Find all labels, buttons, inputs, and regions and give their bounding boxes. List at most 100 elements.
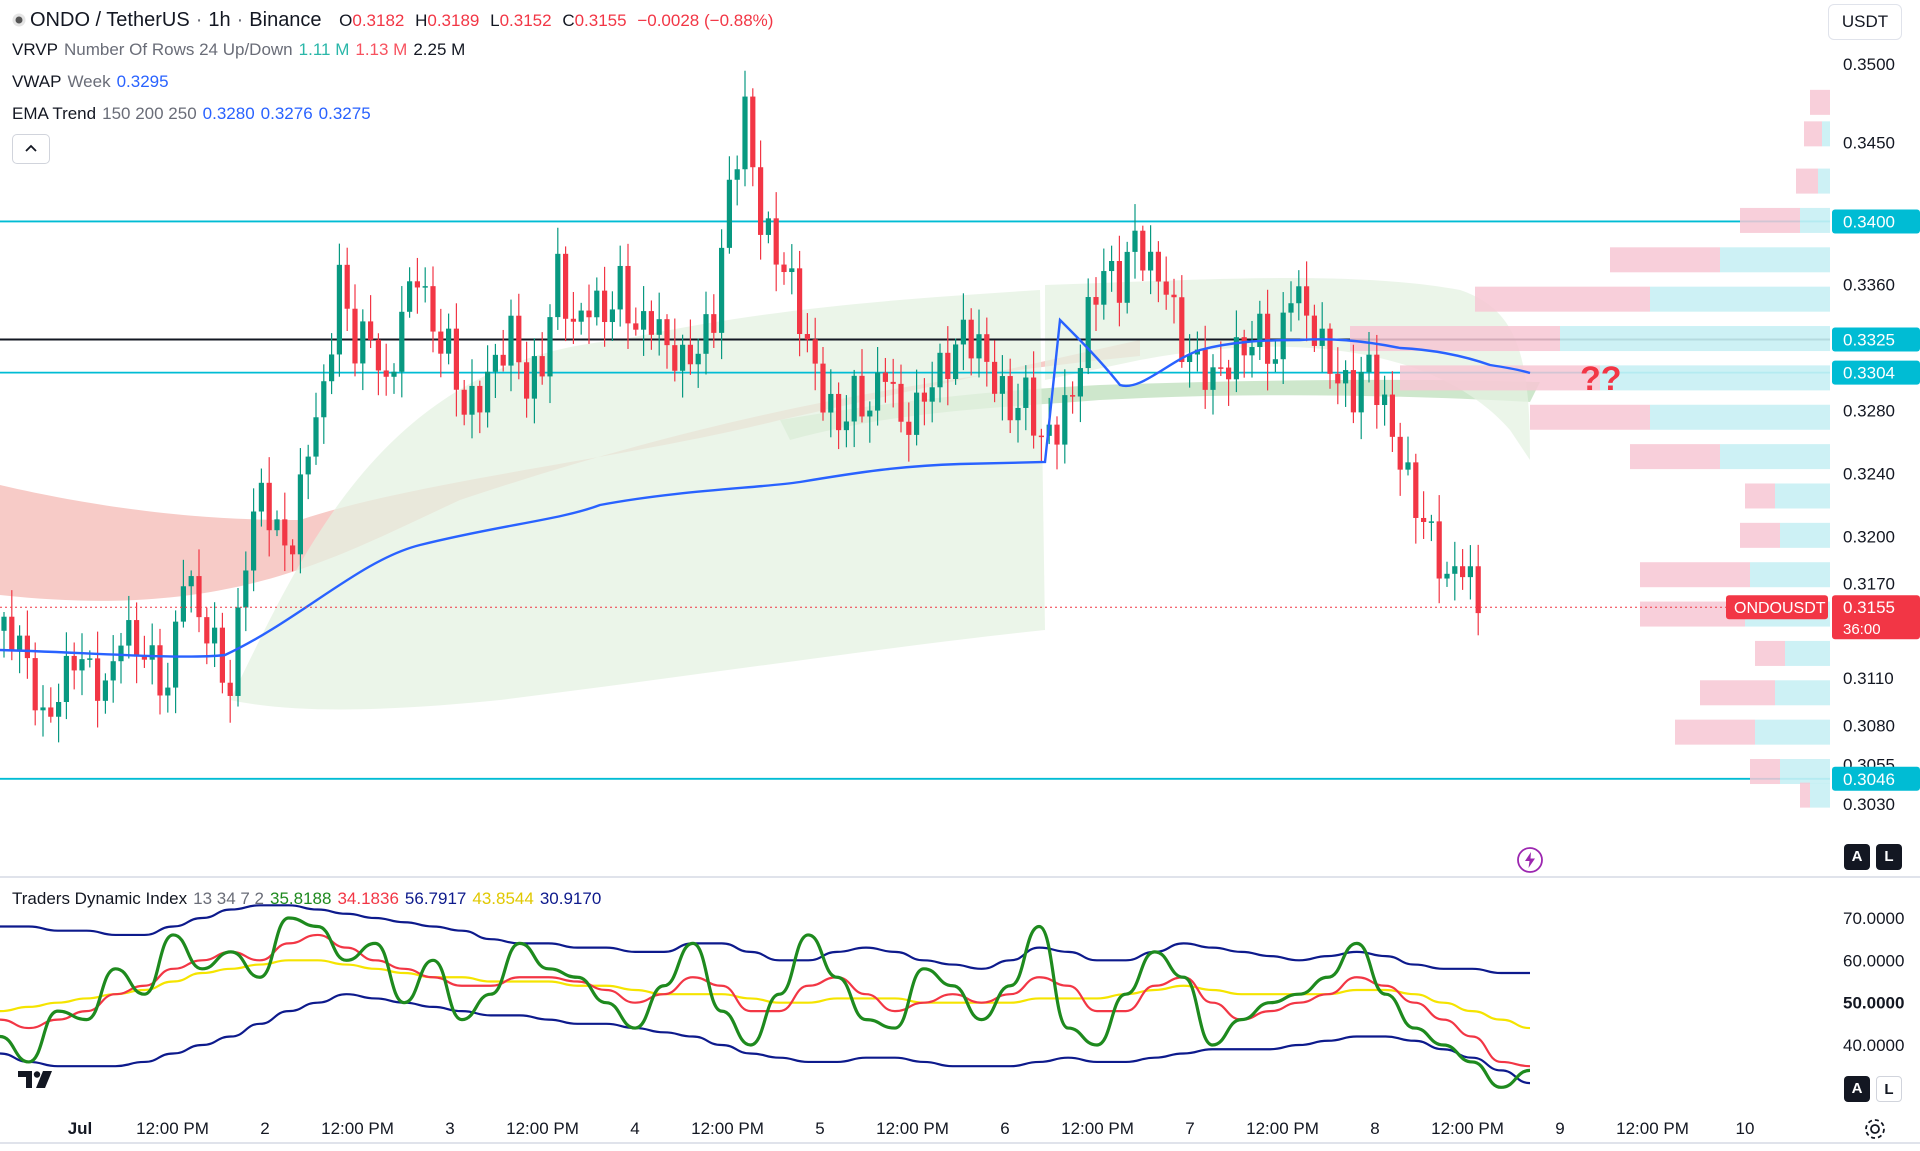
candle-body xyxy=(9,616,15,650)
candle-body xyxy=(828,393,834,413)
candle-body xyxy=(141,656,147,660)
candle-body xyxy=(570,318,576,322)
volume-profile-down xyxy=(1740,522,1780,548)
candle-body xyxy=(578,310,584,322)
candle-body xyxy=(290,545,296,555)
candle-body xyxy=(1093,297,1099,305)
time-axis-label: 10 xyxy=(1736,1119,1755,1138)
volume-profile-up xyxy=(1775,483,1830,509)
candle-body xyxy=(719,247,725,333)
candle-body xyxy=(1296,286,1302,304)
candle-body xyxy=(24,635,30,659)
candle-body xyxy=(531,356,537,399)
volume-profile-down xyxy=(1700,680,1775,706)
price-level-badge xyxy=(1832,209,1920,234)
price-level-label: 0.3304 xyxy=(1843,364,1895,383)
candle-body xyxy=(687,344,693,365)
candle-body xyxy=(446,328,452,354)
candle-body xyxy=(843,421,849,431)
candle-body xyxy=(1366,354,1372,372)
volume-profile-down xyxy=(1350,326,1560,352)
symbol-header: ONDO / TetherUS · 1h · Binance O0.3182 H0.31… xyxy=(12,6,785,35)
candle-body xyxy=(851,375,857,422)
candle-body xyxy=(859,375,865,417)
currency-selector[interactable]: USDT xyxy=(1828,4,1902,40)
candle-body xyxy=(492,354,498,372)
candle-body xyxy=(945,352,951,380)
candle-body xyxy=(999,376,1005,394)
log-scale-button[interactable]: L xyxy=(1876,844,1902,870)
candle-body xyxy=(797,268,803,335)
interval[interactable]: 1h xyxy=(208,9,231,31)
candle-body xyxy=(1319,328,1325,346)
candle-body xyxy=(313,417,319,457)
tdi-lower-band xyxy=(0,993,1531,1085)
gear-icon[interactable] xyxy=(1862,1116,1888,1142)
candle-body xyxy=(1413,462,1419,518)
collapse-legend-button[interactable] xyxy=(12,134,50,164)
candle-body xyxy=(937,352,943,388)
candle-body xyxy=(368,321,374,340)
vwap-legend[interactable]: VWAP Week 0.3295 xyxy=(12,72,169,91)
candle-body xyxy=(1311,315,1317,346)
candle-body xyxy=(765,218,771,235)
candle-body xyxy=(63,655,69,702)
volume-profile-up xyxy=(1600,365,1830,391)
vrvp-legend[interactable]: VRVP Number Of Rows 24 Up/Down 1.11 M 1.13 … xyxy=(12,40,466,59)
candle-body xyxy=(1288,303,1294,313)
candle-body xyxy=(1031,377,1037,436)
candle-body xyxy=(555,253,561,318)
candle-body xyxy=(188,576,194,587)
candle-body xyxy=(102,680,108,701)
current-price-badge xyxy=(1832,595,1920,640)
candle-body xyxy=(453,328,459,390)
candle-body xyxy=(180,586,186,622)
candle-body xyxy=(976,334,982,359)
candle-body xyxy=(149,645,155,660)
volume-profile-down xyxy=(1640,562,1750,588)
candle-body xyxy=(282,519,288,546)
volume-profile-down xyxy=(1630,444,1720,470)
candle-body xyxy=(204,617,210,644)
candle-body xyxy=(641,311,647,330)
candle-body xyxy=(1233,337,1239,380)
candle-body xyxy=(547,317,553,377)
candle-body xyxy=(1038,435,1044,438)
tdi-upper-band xyxy=(0,904,1530,975)
candle-body xyxy=(1397,436,1403,470)
candle-body xyxy=(867,410,873,417)
tdi-legend[interactable]: Traders Dynamic Index 13 34 7 2 35.8188 34.… xyxy=(12,889,602,908)
time-axis-label: 4 xyxy=(630,1119,639,1138)
candle-body xyxy=(212,627,218,644)
candle-body xyxy=(1374,354,1380,406)
candle-body xyxy=(703,314,709,354)
candle-body xyxy=(1475,566,1481,614)
volume-profile-up xyxy=(1780,522,1830,548)
candle-body xyxy=(17,635,23,650)
candle-body xyxy=(1327,328,1333,374)
candle-body xyxy=(960,319,966,345)
tdi-log-scale-button[interactable]: L xyxy=(1876,1076,1902,1102)
candle-body xyxy=(1070,395,1076,397)
candle-body xyxy=(500,354,506,366)
ema-legend[interactable]: EMA Trend 150 200 250 0.3280 0.3276 0.3275 xyxy=(12,104,371,123)
price-tick-label: 0.3030 xyxy=(1843,795,1895,814)
volume-profile-down xyxy=(1750,759,1780,785)
candle-body xyxy=(563,253,569,319)
candle-body xyxy=(586,310,592,318)
candle-body xyxy=(266,482,272,531)
tradingview-logo[interactable] xyxy=(16,1068,56,1090)
volume-profile-down xyxy=(1745,483,1775,509)
price-level-label: 0.3400 xyxy=(1843,212,1895,231)
candle-body xyxy=(1241,337,1247,356)
symbol-name[interactable]: ONDO / TetherUS xyxy=(30,9,190,31)
lightning-icon[interactable] xyxy=(1516,846,1544,874)
candle-body xyxy=(672,345,678,371)
candle-body xyxy=(1187,354,1193,363)
auto-scale-button[interactable]: A xyxy=(1844,844,1870,870)
candle-body xyxy=(1452,566,1458,574)
candle-body xyxy=(134,620,140,657)
time-axis-label: 12:00 PM xyxy=(1616,1119,1689,1138)
tdi-auto-scale-button[interactable]: A xyxy=(1844,1076,1870,1102)
